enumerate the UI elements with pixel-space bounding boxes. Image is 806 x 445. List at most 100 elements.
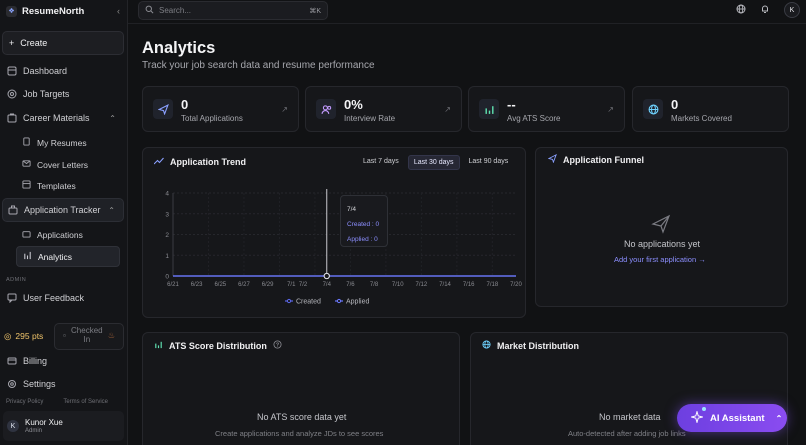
ats-title: ATS Score Distribution ?	[154, 340, 282, 351]
search-shortcut: ⌘K	[309, 7, 321, 15]
user-avatar-button[interactable]: K	[784, 2, 800, 18]
arrow-up-right-icon: ↗	[607, 105, 614, 114]
sidebar-subitem-applications[interactable]: Applications	[16, 224, 120, 245]
avatar: K	[7, 420, 19, 432]
x-tick-label: 7/6	[346, 282, 355, 288]
checked-in-button[interactable]: ▫ Checked In ♨	[54, 322, 124, 350]
sidebar-subitem-cover-letters[interactable]: Cover Letters	[16, 154, 120, 175]
stat-value: --	[507, 97, 516, 112]
range-30-days[interactable]: Last 30 days	[407, 155, 460, 170]
y-tick-label: 1	[165, 253, 169, 260]
logo-icon: ❖	[6, 5, 17, 17]
tooltip-date: 7/4	[347, 206, 357, 213]
users-icon	[316, 99, 336, 119]
logo-row: ❖ ResumeNorth ‹	[6, 4, 120, 18]
stat-card-total-applications[interactable]: 0 Total Applications ↗	[142, 86, 299, 132]
globe-icon[interactable]	[736, 4, 746, 16]
add-first-application-link[interactable]: Add your first application →	[614, 255, 706, 264]
bell-icon[interactable]	[760, 4, 770, 16]
subitem-label: Templates	[37, 180, 76, 191]
plus-icon: +	[9, 38, 15, 48]
arrow-up-right-icon: ↗	[444, 105, 451, 114]
app-name: ResumeNorth	[22, 5, 85, 17]
globe-icon	[643, 99, 663, 119]
subitem-label: Cover Letters	[37, 159, 89, 170]
stat-value: 0%	[344, 97, 363, 112]
legend-label: Applied	[346, 299, 369, 306]
legend-label: Created	[296, 299, 321, 306]
sidebar-item-label: Job Targets	[23, 89, 70, 99]
stat-card-avg-ats-score[interactable]: -- Avg ATS Score ↗	[468, 86, 625, 132]
send-icon	[651, 214, 671, 236]
application-trend-chart[interactable]: 0 1 2 3 4 6/21 6/23 6/25 6/27 6/29 7/1 7/2 7/4 7/6 7/8…	[142, 185, 526, 315]
y-tick-label: 0	[165, 274, 169, 281]
search-icon	[145, 5, 154, 16]
market-empty-sub: Auto-detected after adding job links	[568, 429, 686, 438]
y-tick-label: 3	[165, 211, 169, 218]
collapse-sidebar-icon[interactable]: ‹	[117, 6, 120, 16]
top-icons: K	[736, 2, 800, 18]
sidebar-subitem-my-resumes[interactable]: My Resumes	[16, 132, 120, 153]
x-tick-label: 7/20	[510, 282, 522, 288]
search-input[interactable]: Search... ⌘K	[138, 1, 328, 20]
stat-card-markets-covered[interactable]: 0 Markets Covered	[632, 86, 789, 132]
create-button[interactable]: + Create	[2, 31, 124, 55]
gear-icon	[7, 379, 17, 389]
user-card[interactable]: K Kunor Xue Admin	[3, 411, 124, 441]
sidebar-item-career-materials[interactable]: Career Materials ⌃	[2, 107, 124, 129]
sidebar-item-settings[interactable]: Settings	[2, 373, 124, 395]
bar-chart-icon	[23, 251, 32, 262]
points-value: 295 pts	[15, 331, 44, 341]
page-subtitle: Track your job search data and resume pe…	[142, 60, 375, 71]
ai-assistant-button[interactable]: AI Assistant ⌃	[677, 404, 787, 432]
sidebar-subitem-templates[interactable]: Templates	[16, 175, 120, 196]
card-icon	[7, 356, 17, 366]
stat-value: 0	[671, 97, 679, 112]
sidebar-item-application-tracker[interactable]: Application Tracker ⌃	[2, 198, 124, 222]
sidebar-item-dashboard[interactable]: Dashboard	[2, 60, 124, 82]
range-selector: Last 7 days Last 30 days Last 90 days	[358, 155, 513, 170]
x-tick-label: 7/4	[323, 282, 332, 288]
funnel-title-text: Application Funnel	[563, 154, 644, 165]
page-title: Analytics	[142, 39, 216, 57]
application-trend-card	[142, 147, 526, 318]
stat-label: Total Applications	[181, 114, 243, 123]
flame-icon: ♨	[107, 330, 115, 340]
topbar: Search... ⌘K K	[128, 0, 806, 24]
legend-marker	[286, 298, 292, 304]
checked-in-label: Checked In	[71, 326, 103, 344]
create-label: Create	[20, 38, 48, 48]
footer-links: Privacy Policy Terms of Service	[6, 399, 108, 405]
subitem-label: Analytics	[38, 251, 73, 262]
stat-card-interview-rate[interactable]: 0% Interview Rate ↗	[305, 86, 462, 132]
sidebar-item-label: Application Tracker	[24, 205, 101, 215]
sidebar-item-billing[interactable]: Billing	[2, 350, 124, 372]
layout-icon	[22, 180, 31, 191]
user-info: Kunor Xue Admin	[25, 418, 63, 434]
x-tick-label: 6/23	[191, 282, 203, 288]
x-tick-label: 7/14	[439, 282, 451, 288]
sidebar-item-label: Settings	[23, 379, 56, 389]
terms-link[interactable]: Terms of Service	[63, 399, 109, 405]
stat-value: 0	[181, 97, 189, 112]
x-tick-label: 6/29	[262, 282, 274, 288]
sidebar-item-user-feedback[interactable]: User Feedback	[2, 287, 124, 309]
subitem-label: My Resumes	[37, 137, 87, 148]
ats-title-text: ATS Score Distribution	[169, 340, 267, 351]
market-title-text: Market Distribution	[497, 340, 580, 351]
privacy-link[interactable]: Privacy Policy	[6, 399, 44, 405]
range-90-days[interactable]: Last 90 days	[468, 158, 509, 165]
range-7-days[interactable]: Last 7 days	[363, 158, 399, 165]
chevron-up-icon: ⌃	[109, 113, 116, 123]
trend-title: Application Trend	[153, 157, 246, 167]
market-title: Market Distribution	[482, 340, 579, 351]
sidebar-item-job-targets[interactable]: Job Targets	[2, 83, 124, 105]
message-icon	[7, 293, 17, 303]
user-role: Admin	[25, 428, 43, 434]
briefcase-icon	[8, 205, 18, 215]
help-icon[interactable]: ?	[273, 340, 282, 351]
sidebar-subitem-analytics[interactable]: Analytics	[16, 246, 120, 267]
chevron-up-icon: ⌃	[108, 205, 115, 215]
x-tick-label: 6/21	[167, 282, 179, 288]
status-dot	[702, 407, 706, 411]
